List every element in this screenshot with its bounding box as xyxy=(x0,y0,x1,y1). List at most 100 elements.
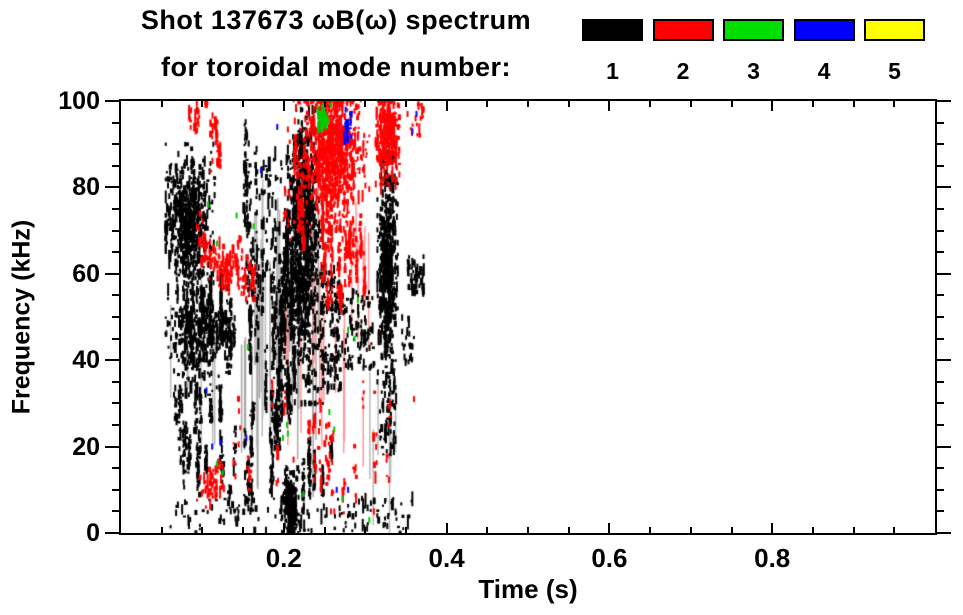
x-major-tick-top xyxy=(445,101,448,111)
x-minor-tick-bottom xyxy=(404,527,407,533)
x-minor-tick-bottom xyxy=(567,527,570,533)
x-minor-tick-top xyxy=(649,101,652,107)
legend-swatch-mode-3 xyxy=(723,19,784,41)
y-minor-tick-right xyxy=(935,143,944,146)
y-major-tick-right xyxy=(935,359,951,362)
x-tick-label-0.4: 0.4 xyxy=(428,543,465,573)
x-minor-tick-bottom xyxy=(852,527,855,533)
y-minor-tick-right xyxy=(935,380,944,383)
y-minor-tick-right xyxy=(935,402,944,405)
legend-label-mode-2: 2 xyxy=(676,58,690,84)
x-minor-tick-top xyxy=(567,101,570,107)
y-major-tick-left xyxy=(105,100,121,102)
y-tick-label-100: 100 xyxy=(58,87,100,115)
y-minor-tick-left xyxy=(112,229,121,232)
y-minor-tick-left xyxy=(112,164,121,167)
x-minor-tick-bottom xyxy=(730,527,733,533)
x-minor-tick-bottom xyxy=(364,527,367,533)
x-major-tick-bottom xyxy=(282,523,285,533)
x-axis-title: Time (s) xyxy=(478,574,578,604)
y-axis-title: Frequency (kHz) xyxy=(7,219,36,415)
y-major-tick-right xyxy=(935,445,951,448)
x-minor-tick-top xyxy=(689,101,692,107)
y-minor-tick-left xyxy=(112,488,121,491)
x-minor-tick-bottom xyxy=(486,527,489,533)
x-minor-tick-bottom xyxy=(160,527,163,533)
y-minor-tick-right xyxy=(935,316,944,318)
y-tick-label-60: 60 xyxy=(72,259,100,288)
y-minor-tick-right xyxy=(935,510,944,513)
x-minor-tick-top xyxy=(852,101,855,107)
y-minor-tick-right xyxy=(935,488,944,491)
y-major-tick-left xyxy=(105,272,121,275)
y-major-tick-right xyxy=(935,272,951,275)
x-minor-tick-bottom xyxy=(893,527,896,533)
y-minor-tick-left xyxy=(112,121,121,124)
plot-title-line1: Shot 137673 ωB(ω) spectrum xyxy=(140,5,532,35)
y-major-tick-right xyxy=(935,532,951,534)
y-minor-tick-right xyxy=(935,294,944,297)
y-minor-tick-left xyxy=(112,143,121,146)
x-minor-tick-top xyxy=(364,101,367,107)
x-minor-tick-top xyxy=(730,101,733,107)
x-minor-tick-bottom xyxy=(811,527,814,533)
x-minor-tick-top xyxy=(242,101,245,107)
y-tick-label-0: 0 xyxy=(86,519,100,547)
y-major-tick-left xyxy=(105,359,121,362)
x-minor-tick-bottom xyxy=(242,527,245,533)
legend-label-mode-4: 4 xyxy=(817,58,831,84)
x-major-tick-top xyxy=(282,101,285,111)
y-minor-tick-right xyxy=(935,251,944,254)
x-tick-label-0.6: 0.6 xyxy=(591,543,628,573)
y-minor-tick-left xyxy=(112,380,121,383)
x-tick-label-0.2: 0.2 xyxy=(265,543,302,573)
x-minor-tick-top xyxy=(160,101,163,107)
y-minor-tick-right xyxy=(935,337,944,340)
y-major-tick-right xyxy=(935,186,951,189)
legend-swatch-mode-2 xyxy=(652,19,714,41)
y-minor-tick-left xyxy=(112,467,121,470)
x-major-tick-top xyxy=(608,101,611,111)
x-minor-tick-top xyxy=(527,101,529,107)
y-major-tick-left xyxy=(105,186,121,189)
y-minor-tick-right xyxy=(935,229,944,232)
x-major-tick-bottom xyxy=(608,523,611,533)
y-minor-tick-left xyxy=(112,208,121,210)
legend-label-mode-1: 1 xyxy=(606,58,619,84)
x-minor-tick-bottom xyxy=(201,527,204,533)
y-minor-tick-right xyxy=(935,164,944,167)
plot-title-line2: for toroidal mode number: xyxy=(161,52,511,82)
x-minor-tick-top xyxy=(486,101,489,107)
y-minor-tick-left xyxy=(112,316,121,318)
y-tick-label-40: 40 xyxy=(72,346,100,375)
y-minor-tick-right xyxy=(935,208,944,210)
legend-label-mode-3: 3 xyxy=(747,58,760,84)
x-minor-tick-bottom xyxy=(527,527,529,533)
x-tick-label-0.8: 0.8 xyxy=(754,543,791,573)
y-minor-tick-right xyxy=(935,424,944,426)
x-major-tick-bottom xyxy=(771,523,774,533)
x-minor-tick-top xyxy=(323,101,326,107)
x-major-tick-top xyxy=(771,101,774,111)
legend-label-mode-5: 5 xyxy=(888,58,901,84)
y-minor-tick-left xyxy=(112,402,121,405)
y-major-tick-left xyxy=(105,445,121,448)
spectrogram-canvas xyxy=(121,101,935,533)
x-minor-tick-top xyxy=(893,101,896,107)
y-minor-tick-right xyxy=(935,121,944,124)
legend-swatch-mode-4 xyxy=(793,19,855,41)
x-minor-tick-top xyxy=(201,101,204,107)
y-minor-tick-left xyxy=(112,294,121,297)
y-minor-tick-left xyxy=(112,337,121,340)
y-minor-tick-left xyxy=(112,251,121,254)
x-minor-tick-bottom xyxy=(323,527,326,533)
y-tick-label-80: 80 xyxy=(72,173,100,202)
y-minor-tick-right xyxy=(935,467,944,470)
x-minor-tick-bottom xyxy=(689,527,692,533)
legend-swatch-mode-1 xyxy=(582,19,643,41)
y-tick-label-20: 20 xyxy=(72,432,100,461)
y-major-tick-right xyxy=(935,100,951,102)
y-minor-tick-left xyxy=(112,510,121,513)
y-major-tick-left xyxy=(105,532,121,534)
